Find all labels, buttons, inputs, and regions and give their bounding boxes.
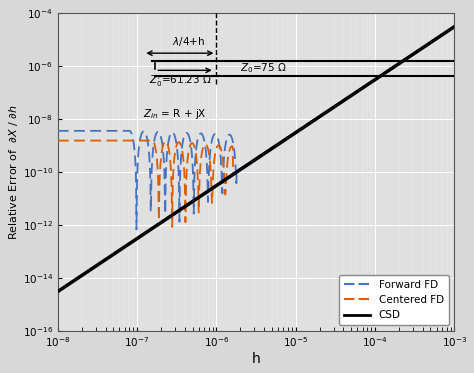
Text: $Z_{in}$ = R + jX: $Z_{in}$ = R + jX	[143, 107, 207, 121]
Text: $Z_0'$=61.23 $\Omega$: $Z_0'$=61.23 $\Omega$	[149, 73, 211, 89]
Text: $\lambda$/4+h: $\lambda$/4+h	[173, 35, 206, 48]
Y-axis label: Relative Error of  $\partial X$ / $\partial h$: Relative Error of $\partial X$ / $\parti…	[7, 104, 20, 240]
X-axis label: h: h	[252, 352, 260, 366]
Legend: Forward FD, Centered FD, CSD: Forward FD, Centered FD, CSD	[339, 275, 449, 325]
Text: $Z_0$=75 $\Omega$: $Z_0$=75 $\Omega$	[240, 61, 287, 75]
